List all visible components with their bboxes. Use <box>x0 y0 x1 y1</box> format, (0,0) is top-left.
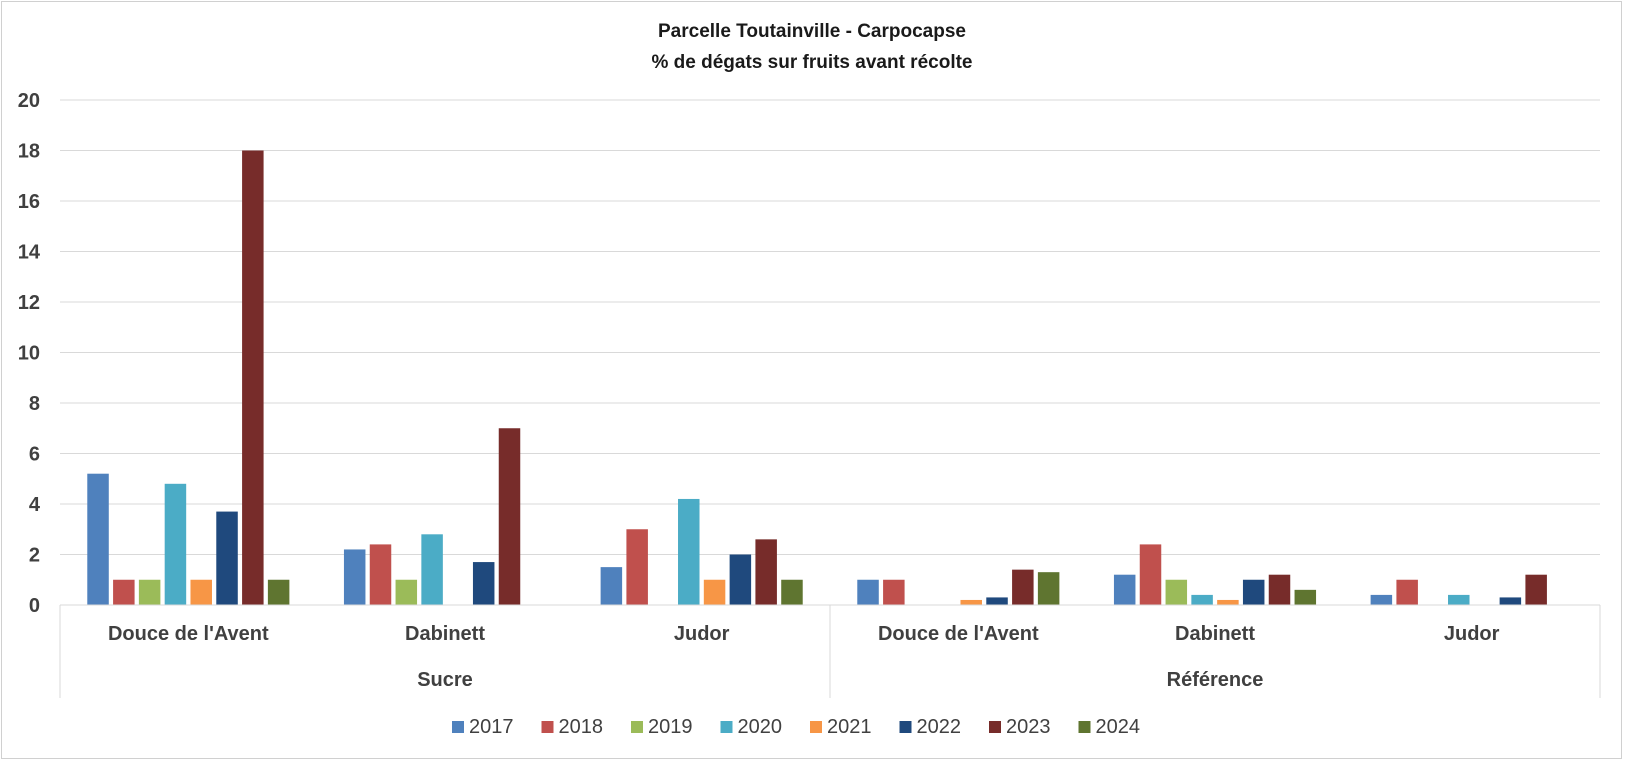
y-axis: 0 2 4 6 8 10 12 14 16 18 20 <box>18 90 41 617</box>
bar-2024-4 <box>1294 589 1317 605</box>
legend-label: 2022 <box>917 716 962 738</box>
gridlines <box>60 99 1600 606</box>
bar-2020-4 <box>1191 594 1213 605</box>
y-tick-label: 6 <box>29 444 40 466</box>
y-tick-label: 0 <box>29 595 40 617</box>
legend-swatch-2018 <box>541 721 554 733</box>
y-tick-label: 8 <box>29 393 40 415</box>
y-tick-label: 4 <box>29 494 41 516</box>
y-tick-label: 14 <box>18 242 41 264</box>
bar-2017-1 <box>343 549 366 605</box>
bars <box>87 150 1547 605</box>
legend-swatch-2021 <box>810 721 822 733</box>
bar-2024-2 <box>781 579 803 605</box>
bar-2023-2 <box>755 539 777 605</box>
y-tick-label: 10 <box>18 343 40 365</box>
legend-label: 2018 <box>559 716 604 738</box>
legend-label: 2021 <box>827 716 872 738</box>
chart-subtitle: % de dégats sur fruits avant récolte <box>652 52 973 73</box>
bar-2018-1 <box>369 544 392 605</box>
legend-label: 2019 <box>648 716 693 738</box>
bar-2022-4 <box>1242 579 1265 605</box>
y-tick-label: 2 <box>29 545 40 567</box>
legend-swatch-2023 <box>989 721 1001 733</box>
bar-2017-3 <box>857 579 879 605</box>
bar-2018-0 <box>113 579 135 605</box>
bar-2021-4 <box>1217 599 1239 605</box>
bar-2017-5 <box>1370 594 1393 605</box>
bar-2022-3 <box>986 597 1008 605</box>
x-category-label: Douce de l'Avent <box>108 623 269 645</box>
bar-2023-5 <box>1525 574 1547 605</box>
legend-swatch-2019 <box>631 721 643 733</box>
x-axis: Douce de l'Avent Dabinett Judor Douce de l'… <box>59 604 1601 698</box>
y-tick-label: 12 <box>18 292 40 314</box>
bar-2018-4 <box>1139 544 1162 605</box>
bar-2021-2 <box>703 579 726 605</box>
bar-2023-1 <box>498 428 521 605</box>
bar-2017-2 <box>600 567 623 605</box>
bar-2019-1 <box>395 579 418 605</box>
legend: 2017 2018 2019 2020 2021 2022 2023 2024 <box>452 716 1140 738</box>
chart-title: Parcelle Toutainville - Carpocapse <box>658 21 966 42</box>
bar-2023-0 <box>242 150 264 605</box>
bar-2022-1 <box>472 562 495 605</box>
x-category-label: Dabinett <box>1175 623 1255 645</box>
bar-2018-2 <box>626 529 648 605</box>
bar-2023-3 <box>1012 569 1034 605</box>
bar-2020-5 <box>1448 594 1470 605</box>
bar-2018-3 <box>883 579 905 605</box>
y-tick-label: 20 <box>18 90 40 112</box>
bar-2017-4 <box>1113 574 1136 605</box>
bar-2019-4 <box>1165 579 1188 605</box>
bar-2024-0 <box>267 579 290 605</box>
x-category-label: Douce de l'Avent <box>878 623 1039 645</box>
bar-2023-4 <box>1268 574 1291 605</box>
x-category-label: Judor <box>674 623 730 645</box>
bar-2024-3 <box>1037 572 1060 605</box>
bar-2022-5 <box>1499 597 1522 605</box>
x-group-label: Référence <box>1167 669 1264 691</box>
bar-2019-0 <box>138 579 161 605</box>
bar-2020-2 <box>678 498 700 605</box>
bar-2017-0 <box>87 473 109 605</box>
legend-label: 2023 <box>1006 716 1051 738</box>
bar-2018-5 <box>1396 579 1418 605</box>
legend-swatch-2024 <box>1078 721 1091 733</box>
legend-label: 2024 <box>1096 716 1141 738</box>
bar-2021-3 <box>960 599 982 605</box>
y-tick-label: 16 <box>18 191 40 213</box>
legend-swatch-2017 <box>452 721 464 733</box>
x-group-label: Sucre <box>417 669 473 691</box>
bar-2022-2 <box>729 554 752 605</box>
legend-label: 2017 <box>469 716 514 738</box>
legend-swatch-2020 <box>720 721 733 733</box>
legend-swatch-2022 <box>899 721 912 733</box>
bar-2021-0 <box>190 579 212 605</box>
legend-label: 2020 <box>738 716 783 738</box>
bar-2020-0 <box>164 483 187 605</box>
x-category-label: Judor <box>1444 623 1500 645</box>
bar-2020-1 <box>421 534 443 605</box>
x-category-label: Dabinett <box>405 623 485 645</box>
bar-2022-0 <box>216 511 238 605</box>
y-tick-label: 18 <box>18 141 40 163</box>
